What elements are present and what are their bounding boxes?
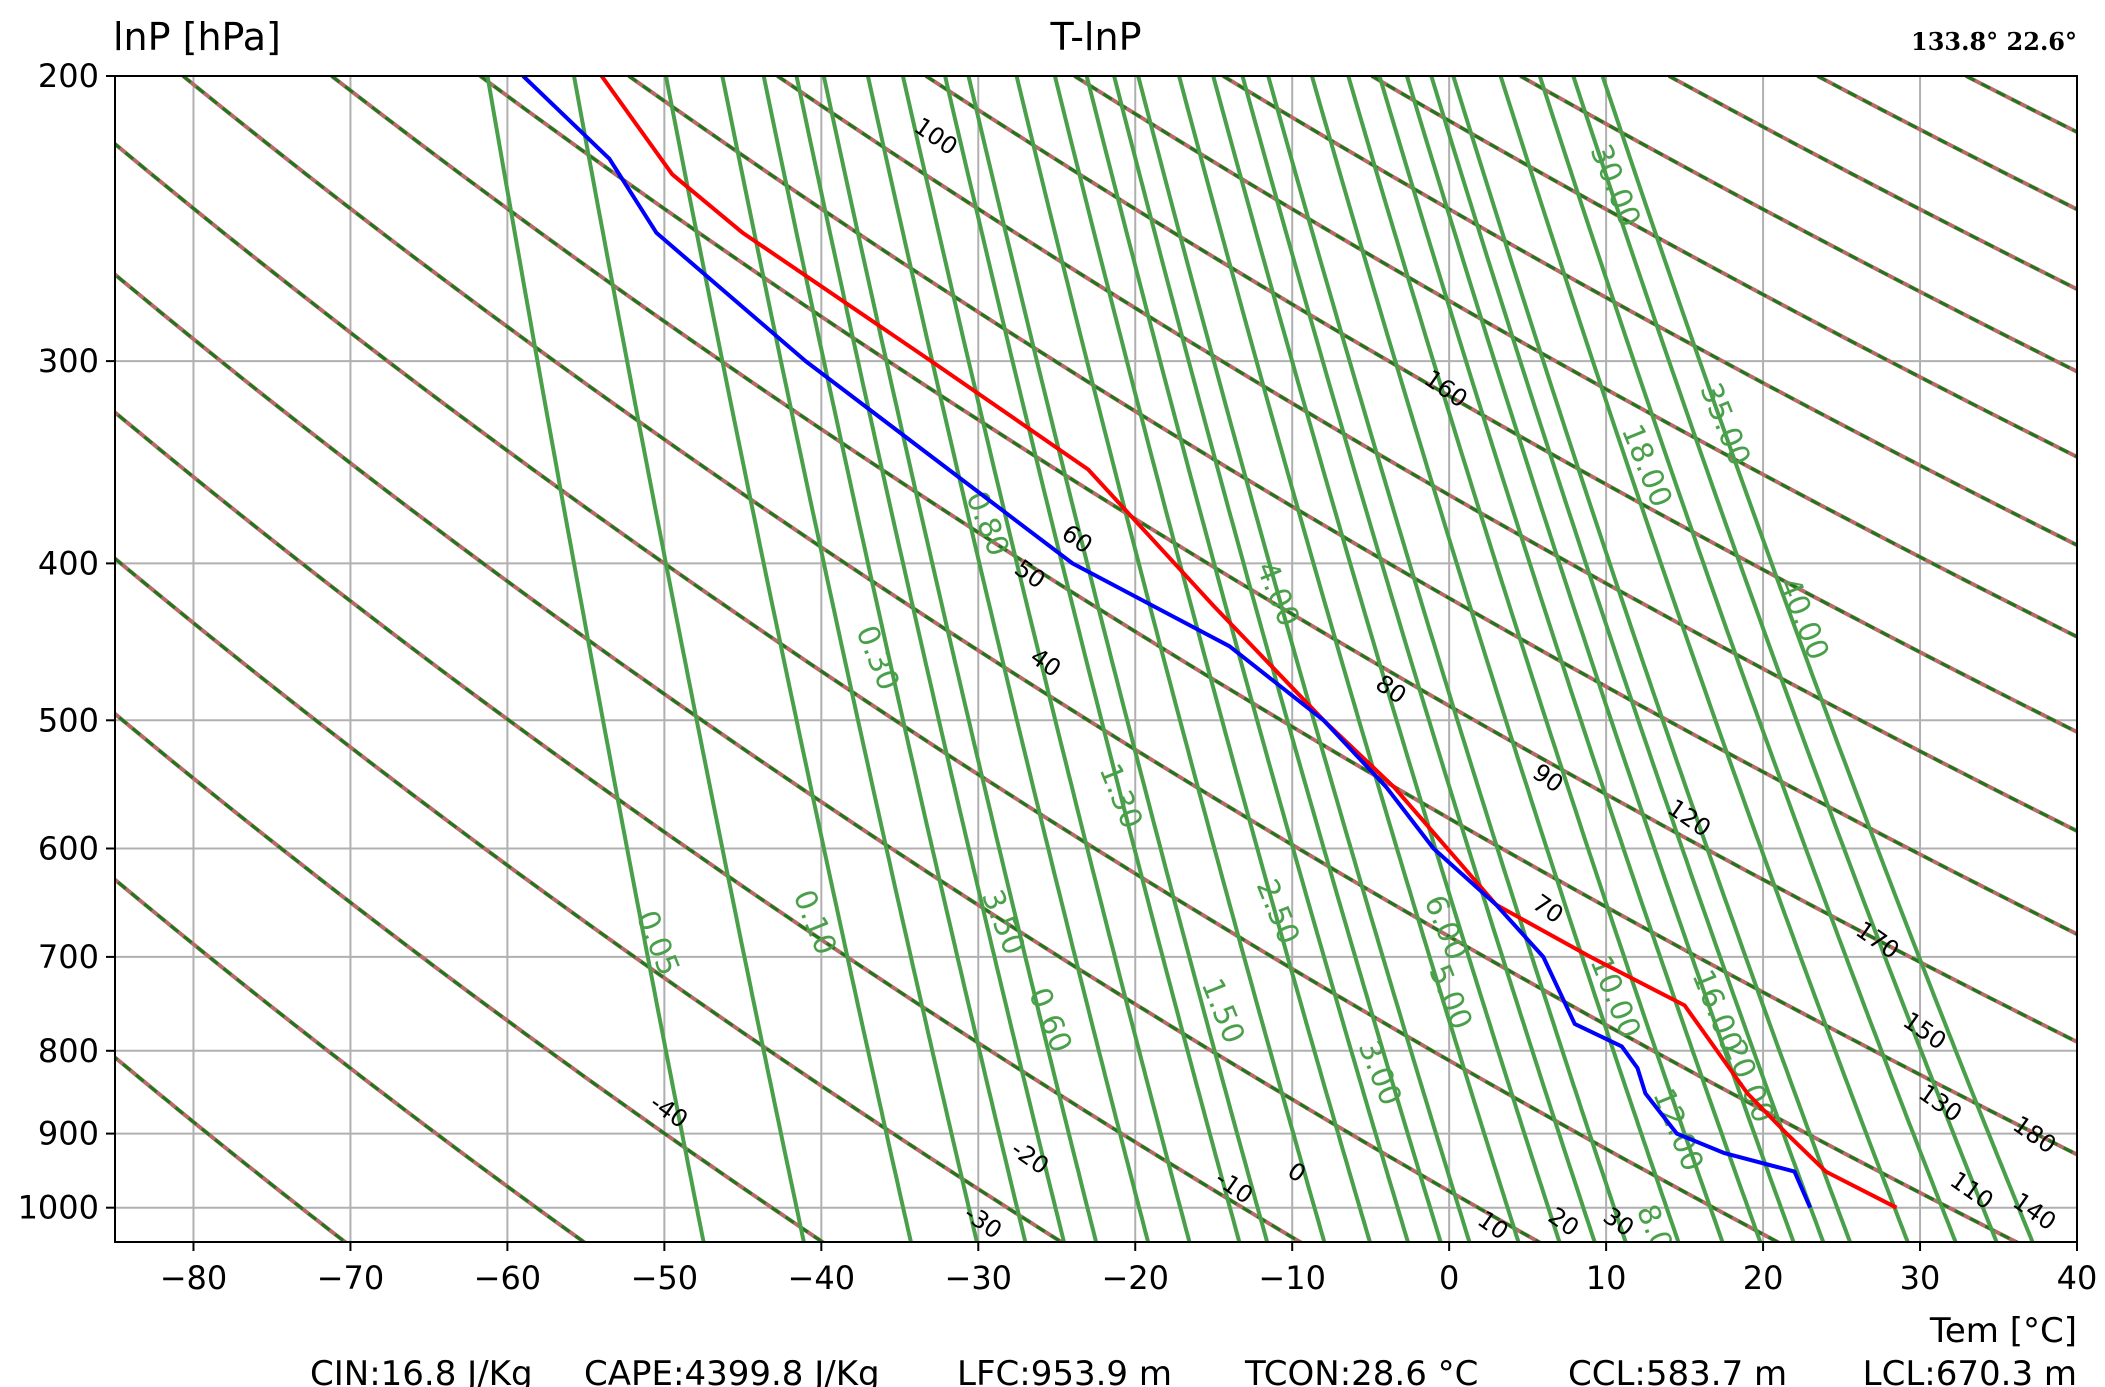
lcl-stat: LCL:670.3 m	[1863, 1354, 2077, 1387]
dry-adiabat	[1222, 76, 2077, 548]
moist-adiabat	[627, 76, 2077, 936]
tcon-stat: TCON:28.6 °C	[1244, 1354, 1478, 1387]
x-tick-label: −30	[945, 1259, 1013, 1297]
mixing-ratio-line	[794, 76, 1066, 1242]
cape-stat: CAPE:4399.8 J/Kg	[584, 1354, 880, 1387]
y-axis-label: lnP [hPa]	[113, 15, 281, 59]
x-tick-label: −60	[474, 1259, 542, 1297]
stats-row: CIN:16.8 J/Kg CAPE:4399.8 J/Kg LFC:953.9…	[310, 1354, 2077, 1387]
mixing-ratio-line	[865, 76, 1151, 1242]
x-tick-label: 30	[1900, 1259, 1941, 1297]
x-tick-label: −80	[160, 1259, 228, 1297]
x-tick-label: 40	[2057, 1259, 2098, 1297]
y-tick-label: 400	[38, 544, 99, 582]
x-tick-label: −40	[788, 1259, 856, 1297]
mixing-ratio-line	[1177, 76, 1521, 1242]
temperature-profile-line	[599, 76, 1898, 1210]
x-tick-label: 20	[1743, 1259, 1784, 1297]
mixing-ratio-line	[1014, 76, 1327, 1242]
coordinates-label: 133.8° 22.6°	[1911, 27, 2077, 56]
moist-adiabat	[115, 877, 587, 1242]
mixing-ratio-line	[1429, 76, 1826, 1242]
moist-adiabat	[1073, 76, 2077, 639]
mixing-ratio-line	[1309, 76, 1681, 1242]
dewpoint-profile-line	[521, 76, 1813, 1209]
mixing-ratio-line	[720, 76, 979, 1242]
chart-title: T-lnP	[1050, 15, 1142, 59]
x-tick-label: −20	[1101, 1259, 1169, 1297]
y-tick-label: 500	[38, 701, 99, 739]
mixing-ratio-line	[761, 76, 1028, 1242]
x-axis-ticks: −80 −70 −60 −50 −40 −30 −20 −10 0 10 20 30 40	[160, 1242, 2098, 1297]
mixing-ratio-line	[1498, 76, 1910, 1242]
mixing-ratio-lines	[485, 76, 2035, 1242]
x-tick-label: −70	[317, 1259, 385, 1297]
moist-adiabat	[115, 711, 826, 1242]
cin-stat: CIN:16.8 J/Kg	[310, 1354, 533, 1387]
mixing-ratio-line	[1084, 76, 1410, 1242]
moist-adiabat	[115, 410, 1304, 1242]
mixing-ratio-line	[943, 76, 1242, 1242]
mixing-ratio-line	[572, 76, 806, 1242]
mixing-ratio-line	[900, 76, 1192, 1242]
y-axis-ticks: 200 300 400 500 600 700 800 900 1000	[18, 57, 115, 1227]
moist-adiabat	[115, 556, 1065, 1242]
mixing-ratio-line	[1404, 76, 1796, 1242]
moist-adiabat	[1370, 76, 2077, 459]
dry-adiabat	[776, 76, 2077, 834]
y-tick-label: 600	[38, 830, 99, 868]
mixing-ratio-line	[821, 76, 1099, 1242]
mixing-ratio-line	[966, 76, 1270, 1242]
mixing-ratio-line	[1136, 76, 1472, 1242]
mixing-ratio-line	[1346, 76, 1725, 1242]
plot-frame	[114, 75, 2078, 1243]
moist-adiabat-lines	[115, 76, 2077, 1242]
mixing-ratio-line	[1377, 76, 1763, 1242]
mixing-ratio-line	[1266, 76, 1628, 1242]
moist-adiabat	[115, 142, 1781, 1242]
sounding-profiles	[521, 76, 1898, 1210]
ccl-stat: CCL:583.7 m	[1568, 1354, 1787, 1387]
x-tick-label: −50	[631, 1259, 699, 1297]
y-tick-label: 200	[38, 57, 99, 95]
mixing-ratio-line	[1052, 76, 1372, 1242]
y-tick-label: 700	[38, 938, 99, 976]
moist-adiabat	[925, 76, 2077, 734]
y-tick-label: 1000	[18, 1189, 99, 1227]
mixing-ratio-line	[1537, 76, 1958, 1242]
plot-background	[115, 76, 2077, 1242]
mixing-ratio-line	[1451, 76, 1853, 1242]
x-tick-label: 10	[1586, 1259, 1627, 1297]
mixing-ratio-line	[1112, 76, 1443, 1242]
lfc-stat: LFC:953.9 m	[957, 1354, 1172, 1387]
mixing-ratio-line	[485, 76, 706, 1242]
y-tick-label: 800	[38, 1032, 99, 1070]
x-tick-label: −10	[1258, 1259, 1326, 1297]
y-tick-label: 300	[38, 342, 99, 380]
moist-adiabat	[115, 272, 1542, 1242]
mixing-ratio-line	[1211, 76, 1562, 1242]
x-tick-label: 0	[1439, 1259, 1459, 1297]
dry-adiabat	[115, 1054, 349, 1242]
moist-adiabat	[182, 76, 2020, 1242]
mixing-ratio-line	[1600, 76, 2035, 1242]
y-tick-label: 900	[38, 1115, 99, 1153]
x-axis-label: Tem [°C]	[1929, 1311, 2077, 1351]
mixing-ratio-line	[663, 76, 913, 1242]
moist-adiabat	[330, 76, 2077, 1157]
mixing-ratio-line	[1571, 76, 1999, 1242]
